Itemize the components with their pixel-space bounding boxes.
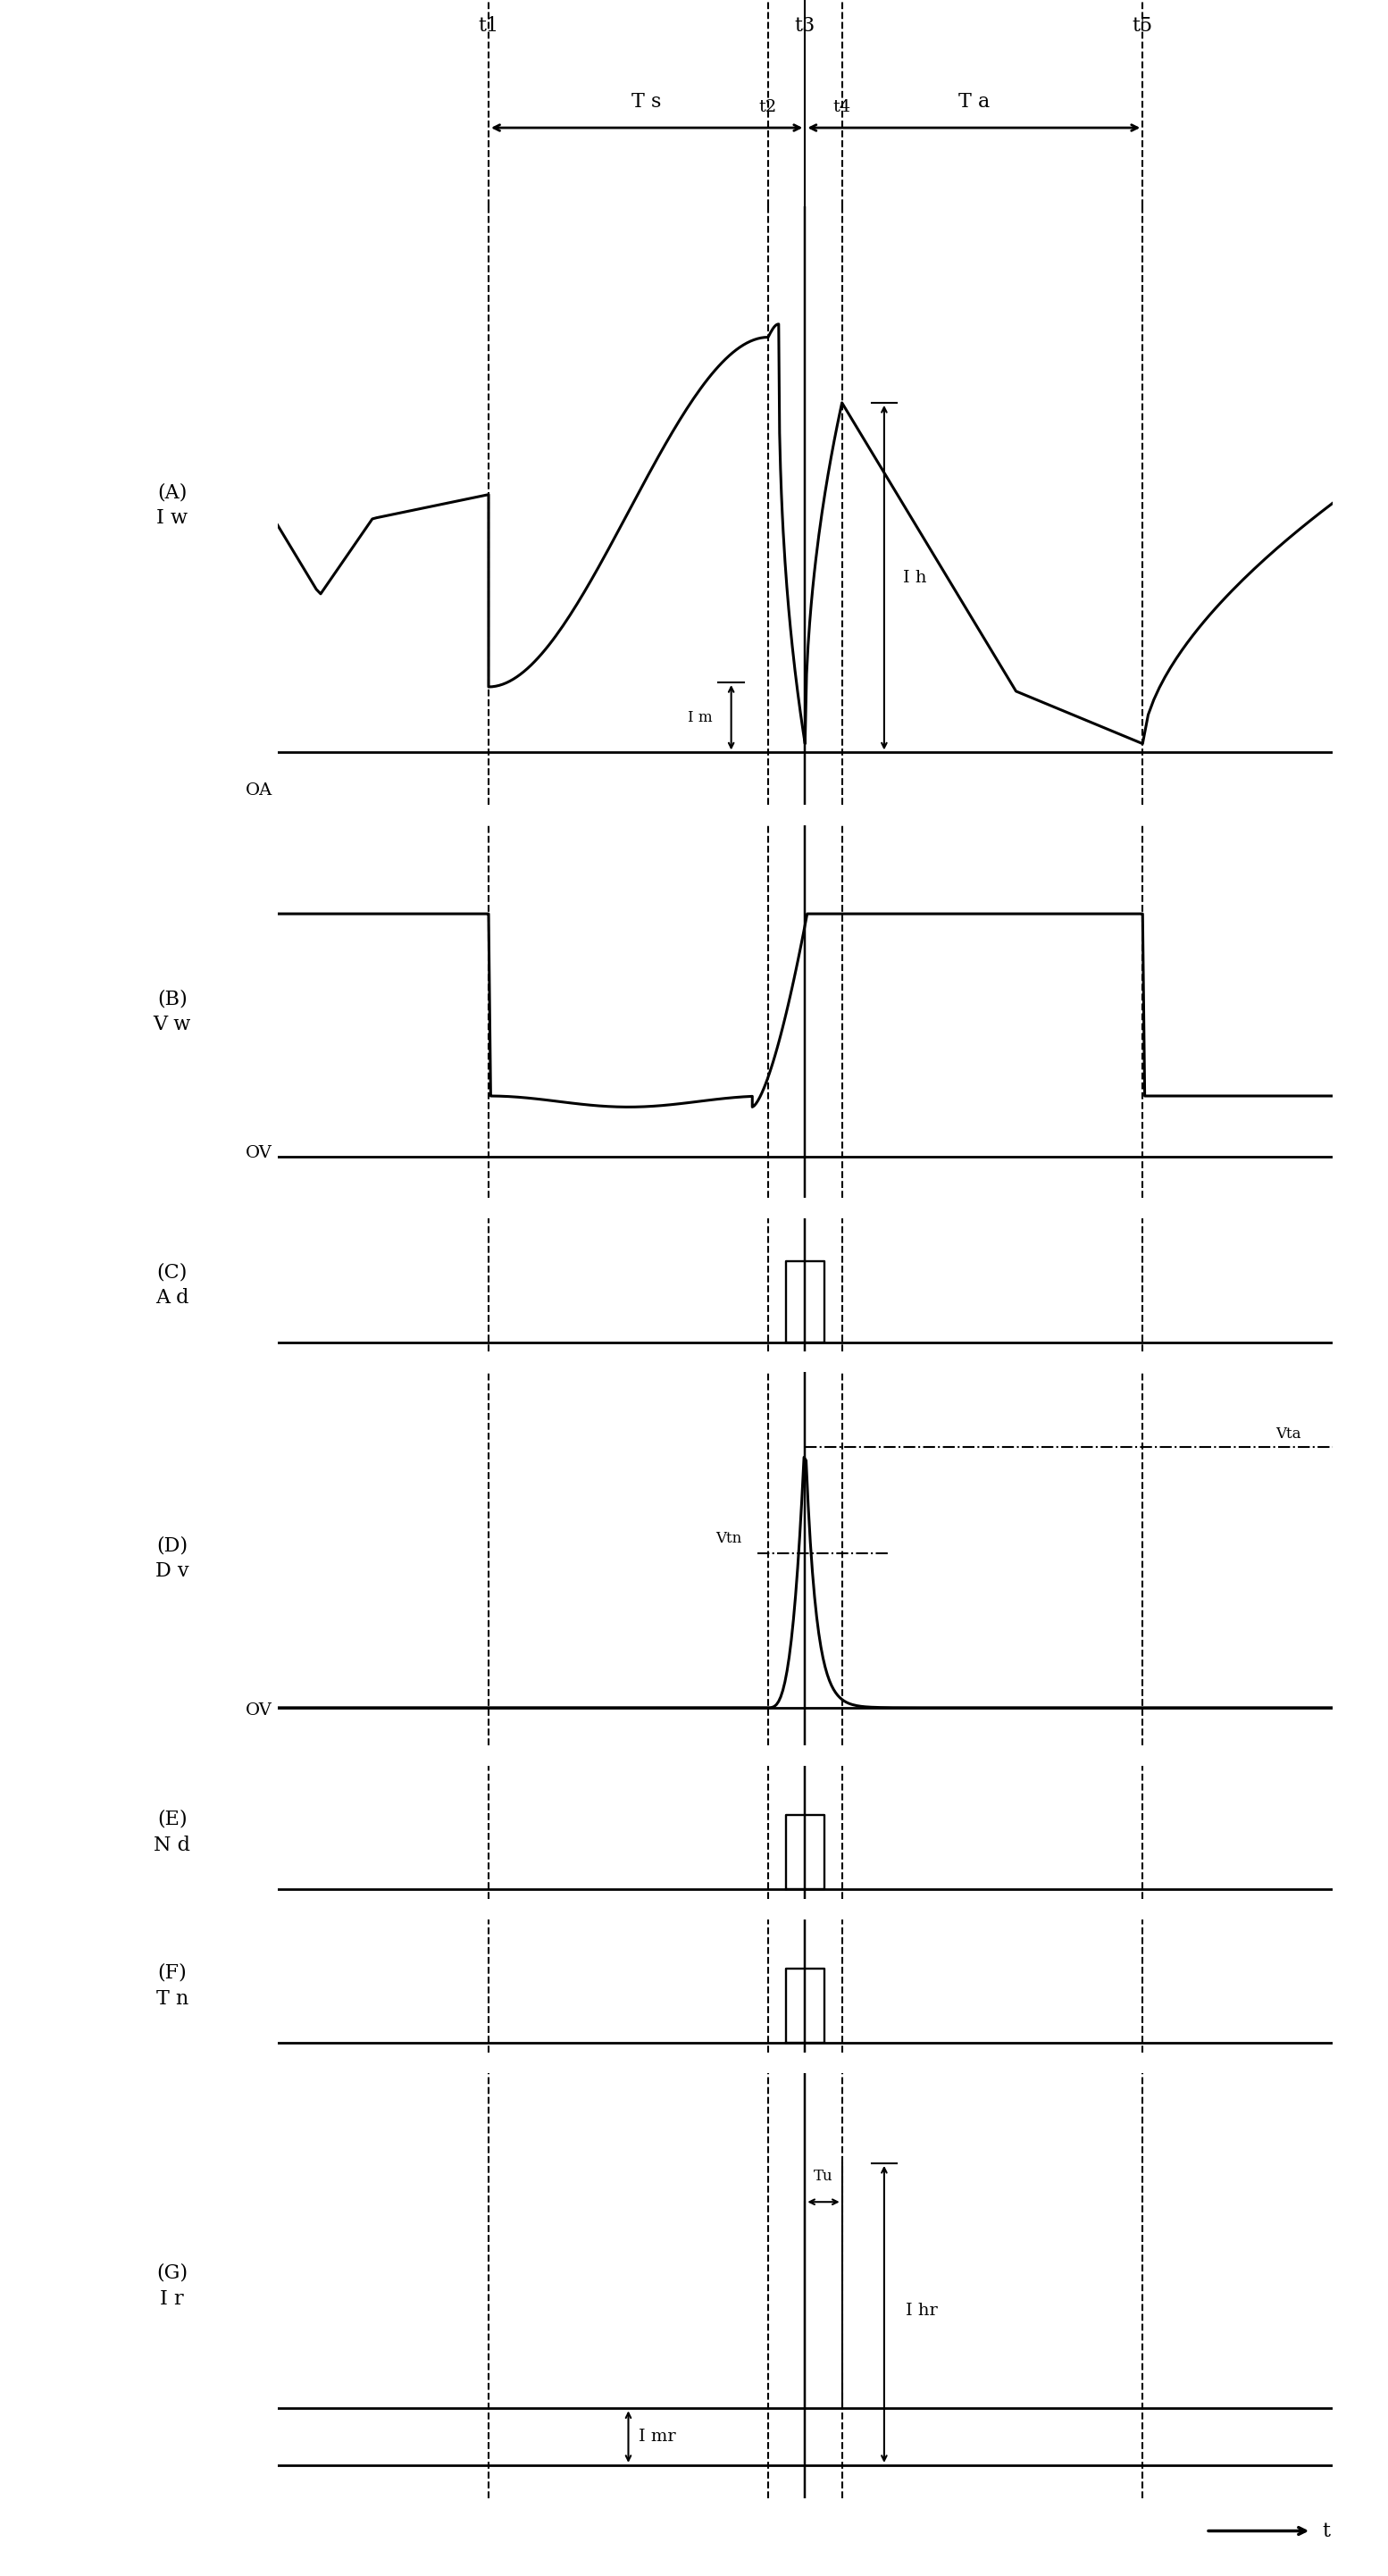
Text: (E)
N d: (E) N d	[154, 1808, 190, 1855]
Text: t2: t2	[759, 98, 777, 116]
Text: I h: I h	[904, 569, 927, 585]
Text: t: t	[1321, 2522, 1330, 2540]
Text: OV: OV	[246, 1703, 272, 1718]
Text: T s: T s	[632, 93, 662, 111]
Text: I mr: I mr	[638, 2429, 676, 2445]
Text: I m: I m	[687, 711, 712, 724]
Text: (A)
I w: (A) I w	[157, 482, 187, 528]
Text: Vta: Vta	[1276, 1427, 1301, 1443]
Text: OV: OV	[246, 1144, 272, 1162]
Text: T a: T a	[958, 93, 990, 111]
Text: t4: t4	[833, 98, 851, 116]
Text: t3: t3	[795, 15, 815, 36]
Text: (C)
A d: (C) A d	[155, 1262, 189, 1309]
Text: (G)
I r: (G) I r	[157, 2264, 187, 2308]
Text: t5: t5	[1133, 15, 1153, 36]
Text: I hr: I hr	[905, 2303, 937, 2318]
Text: (D)
D v: (D) D v	[155, 1535, 189, 1582]
Text: Tu: Tu	[813, 2169, 833, 2184]
Text: t1: t1	[479, 15, 498, 36]
Text: OA: OA	[246, 783, 272, 799]
Text: (F)
T n: (F) T n	[155, 1963, 189, 2009]
Text: Vtn: Vtn	[716, 1530, 741, 1546]
Text: (B)
V w: (B) V w	[153, 989, 192, 1036]
